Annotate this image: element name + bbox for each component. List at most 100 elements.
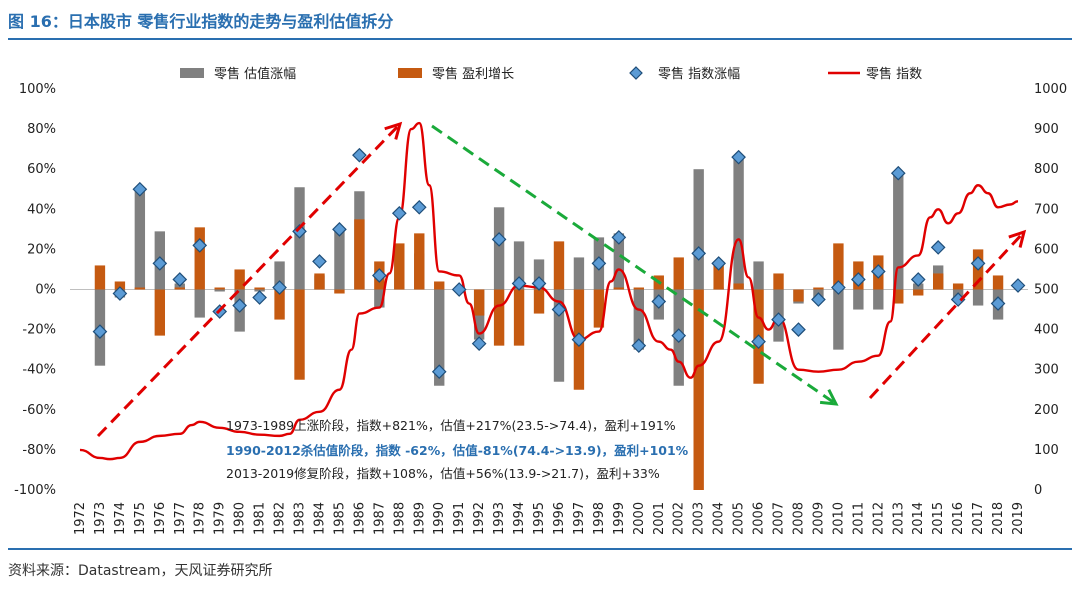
legend-valuation-label: 零售 估值涨幅 bbox=[214, 66, 296, 82]
right-axis-tick-label: 500 bbox=[1034, 283, 1059, 298]
earnings-bar bbox=[194, 227, 205, 290]
x-axis-tick-label: 1981 bbox=[253, 502, 268, 535]
earnings-bar bbox=[693, 289, 704, 490]
index-change-marker bbox=[451, 282, 467, 297]
x-axis-tick-label: 2010 bbox=[831, 502, 846, 535]
index-change-marker bbox=[471, 336, 487, 351]
x-axis-tick-label: 2005 bbox=[732, 502, 747, 535]
x-axis-tick-label: 1976 bbox=[153, 502, 168, 535]
uptrend-arrow-2013-2019 bbox=[868, 229, 1027, 400]
x-axis-tick-label: 2013 bbox=[891, 502, 906, 535]
index-change-marker bbox=[411, 199, 427, 215]
earnings-bar bbox=[334, 289, 345, 294]
earnings-bar bbox=[114, 281, 126, 290]
footer-divider bbox=[8, 548, 1072, 550]
left-axis-tick-label: -20% bbox=[22, 323, 56, 338]
index-change-marker bbox=[312, 254, 327, 269]
earnings-bar bbox=[793, 289, 804, 302]
valuation-bar bbox=[533, 259, 545, 290]
legend-earnings-swatch bbox=[398, 68, 422, 78]
earnings-bar bbox=[513, 289, 525, 346]
legend-index: 零售 指数 bbox=[828, 66, 922, 82]
index-change-marker bbox=[431, 364, 447, 380]
phase-annotation: 1973-1989上涨阶段，指数+821%，估值+217%(23.5->74.4… bbox=[226, 418, 676, 433]
index-change-marker bbox=[870, 264, 886, 279]
left-axis-tick-label: -100% bbox=[14, 483, 56, 498]
valuation-bar bbox=[613, 233, 625, 290]
earnings-bar bbox=[254, 287, 265, 290]
valuation-bar bbox=[633, 289, 645, 350]
valuation-bar bbox=[334, 229, 345, 290]
left-axis-tick-label: 60% bbox=[27, 162, 56, 177]
index-change-marker bbox=[192, 238, 208, 253]
earnings-bar bbox=[713, 263, 724, 290]
earnings-bar bbox=[294, 289, 305, 380]
earnings-bar bbox=[493, 289, 505, 346]
index-change-marker bbox=[811, 292, 826, 307]
valuation-bar bbox=[274, 261, 285, 290]
index-change-marker bbox=[631, 338, 647, 353]
index-change-marker bbox=[591, 256, 607, 271]
right-axis-tick-label: 0 bbox=[1034, 483, 1042, 498]
uptrend-arrow-1973-1989 bbox=[96, 121, 403, 438]
downtrend-arrow-1990-2012 bbox=[431, 124, 839, 406]
index-change-marker bbox=[791, 322, 806, 337]
valuation-bar bbox=[493, 207, 505, 290]
left-axis-tick-label: 40% bbox=[27, 202, 56, 217]
index-change-marker bbox=[970, 256, 986, 271]
x-axis-tick-label: 1995 bbox=[532, 502, 547, 535]
earnings-bar bbox=[234, 269, 245, 290]
valuation-bar bbox=[733, 159, 744, 290]
earnings-bar bbox=[733, 283, 744, 290]
index-change-marker bbox=[990, 296, 1006, 311]
valuation-bar bbox=[873, 289, 884, 310]
x-axis-tick-label: 1992 bbox=[472, 502, 487, 535]
x-axis-tick-label: 2004 bbox=[712, 502, 727, 535]
x-axis-tick-label: 1989 bbox=[412, 502, 427, 535]
index-change-marker bbox=[611, 230, 627, 245]
x-axis-tick-label: 2006 bbox=[752, 502, 767, 535]
x-axis-tick-label: 1978 bbox=[193, 502, 208, 535]
earnings-bar bbox=[633, 287, 645, 290]
valuation-bar bbox=[833, 289, 844, 350]
earnings-bar bbox=[533, 289, 545, 314]
earnings-bar bbox=[613, 287, 625, 290]
earnings-bar bbox=[134, 287, 146, 290]
earnings-bar bbox=[992, 275, 1004, 290]
index-change-marker bbox=[910, 272, 926, 287]
x-axis-tick-label: 2007 bbox=[772, 502, 787, 535]
valuation-bar bbox=[573, 257, 585, 290]
x-axis-tick-label: 2017 bbox=[971, 502, 986, 535]
index-change-marker bbox=[930, 240, 946, 255]
x-axis-tick-label: 2012 bbox=[871, 502, 886, 535]
legend-index-change-swatch bbox=[629, 66, 643, 80]
index-change-marker bbox=[691, 246, 707, 261]
legend-valuation: 零售 估值涨幅 bbox=[180, 66, 296, 82]
chart-title: 图 16：日本股市 零售行业指数的走势与盈利估值拆分 bbox=[8, 12, 394, 31]
index-change-marker bbox=[292, 224, 307, 239]
x-axis-tick-label: 2015 bbox=[931, 502, 946, 535]
earnings-bar bbox=[673, 257, 684, 290]
earnings-bar bbox=[893, 289, 904, 304]
x-axis-tick-label: 1979 bbox=[213, 502, 228, 535]
x-axis-tick-label: 1982 bbox=[273, 502, 288, 535]
index-change-marker bbox=[831, 280, 846, 295]
x-axis-tick-label: 1984 bbox=[312, 502, 327, 535]
x-axis-tick-label: 2009 bbox=[811, 502, 826, 535]
valuation-bar bbox=[553, 289, 565, 382]
right-axis-tick-label: 800 bbox=[1034, 162, 1059, 177]
index-change-marker bbox=[152, 256, 168, 271]
earnings-bar bbox=[813, 287, 824, 290]
x-axis-tick-label: 1975 bbox=[133, 502, 148, 535]
legend-index-label: 零售 指数 bbox=[866, 66, 922, 82]
left-axis-tick-label: -80% bbox=[22, 443, 56, 458]
valuation-bar bbox=[513, 241, 525, 290]
index-change-marker bbox=[92, 324, 108, 339]
valuation-bar bbox=[194, 289, 205, 318]
index-change-marker bbox=[332, 222, 347, 237]
index-change-marker bbox=[1010, 278, 1026, 293]
valuation-bar bbox=[693, 169, 704, 290]
uptrend-arrow-2013-2019-head bbox=[1008, 229, 1027, 248]
earnings-bar bbox=[354, 219, 365, 290]
right-axis-tick-label: 700 bbox=[1034, 202, 1059, 217]
